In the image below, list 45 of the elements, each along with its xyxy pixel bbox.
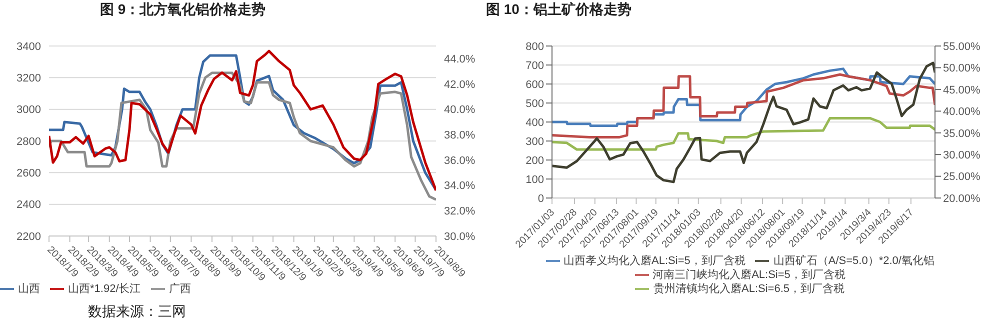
y2-tick-label: 35.00% — [943, 128, 981, 140]
y2-tick-label: 32.0% — [444, 206, 476, 218]
y-tick-label: 3200 — [16, 72, 41, 85]
y-tick-label: 700 — [526, 60, 544, 72]
y-tick-label: 2200 — [16, 230, 41, 243]
y-tick-label: 500 — [526, 98, 544, 110]
y-tick-label: 600 — [526, 78, 544, 91]
y-tick-label: 200 — [526, 154, 544, 167]
y2-tick-label: 55.00% — [943, 40, 981, 53]
y-tick-label: 800 — [526, 40, 544, 53]
y2-tick-label: 36.0% — [444, 154, 476, 167]
chart-title: 图 9：北方氧化铝价格走势 — [100, 1, 266, 19]
source-note: 数据来源：三网 — [88, 303, 186, 321]
y2-tick-label: 20.00% — [943, 192, 981, 205]
y2-tick-label: 40.00% — [943, 106, 981, 118]
legend-label: 山西矿石（A/S=5.0）*2.0/氧化铝 — [773, 254, 934, 267]
y2-tick-label: 44.0% — [444, 54, 476, 66]
line-series — [552, 62, 935, 184]
y2-tick-label: 25.00% — [943, 171, 981, 184]
y2-tick-label: 38.0% — [444, 130, 476, 142]
y2-tick-label: 30.00% — [943, 149, 981, 162]
legend-label: 贵州清镇均化入磨AL:Si=6.5，到厂含税 — [653, 282, 844, 295]
y-tick-label: 100 — [526, 174, 544, 186]
legend-label: 山西孝义均化入磨AL:Si=5，到厂含税 — [564, 254, 746, 267]
y-tick-label: 0 — [538, 192, 544, 205]
y2-tick-label: 34.0% — [444, 180, 476, 192]
legend-label: 山西*1.92/长江 — [68, 282, 141, 295]
legend-label: 山西 — [18, 282, 40, 295]
y-tick-label: 3400 — [16, 40, 41, 53]
y2-tick-label: 40.0% — [444, 104, 476, 116]
line-series — [552, 73, 935, 138]
y-tick-label: 2400 — [16, 199, 41, 212]
y-tick-label: 3000 — [16, 104, 41, 116]
y2-tick-label: 42.0% — [444, 78, 476, 91]
chart-title: 图 10：铝土矿价格走势 — [486, 1, 632, 19]
y-tick-label: 2800 — [16, 136, 41, 148]
y2-tick-label: 45.00% — [943, 84, 981, 96]
legend-label: 广西 — [168, 282, 191, 295]
legend-label: 河南三门峡均化入磨AL:Si=5，到厂含税 — [652, 268, 846, 281]
y-tick-label: 300 — [526, 136, 544, 148]
y2-tick-label: 50.00% — [943, 62, 981, 75]
y2-tick-label: 30.0% — [444, 230, 476, 243]
y-tick-label: 2600 — [16, 168, 41, 180]
line-series — [552, 116, 935, 151]
y-tick-label: 400 — [526, 116, 544, 129]
